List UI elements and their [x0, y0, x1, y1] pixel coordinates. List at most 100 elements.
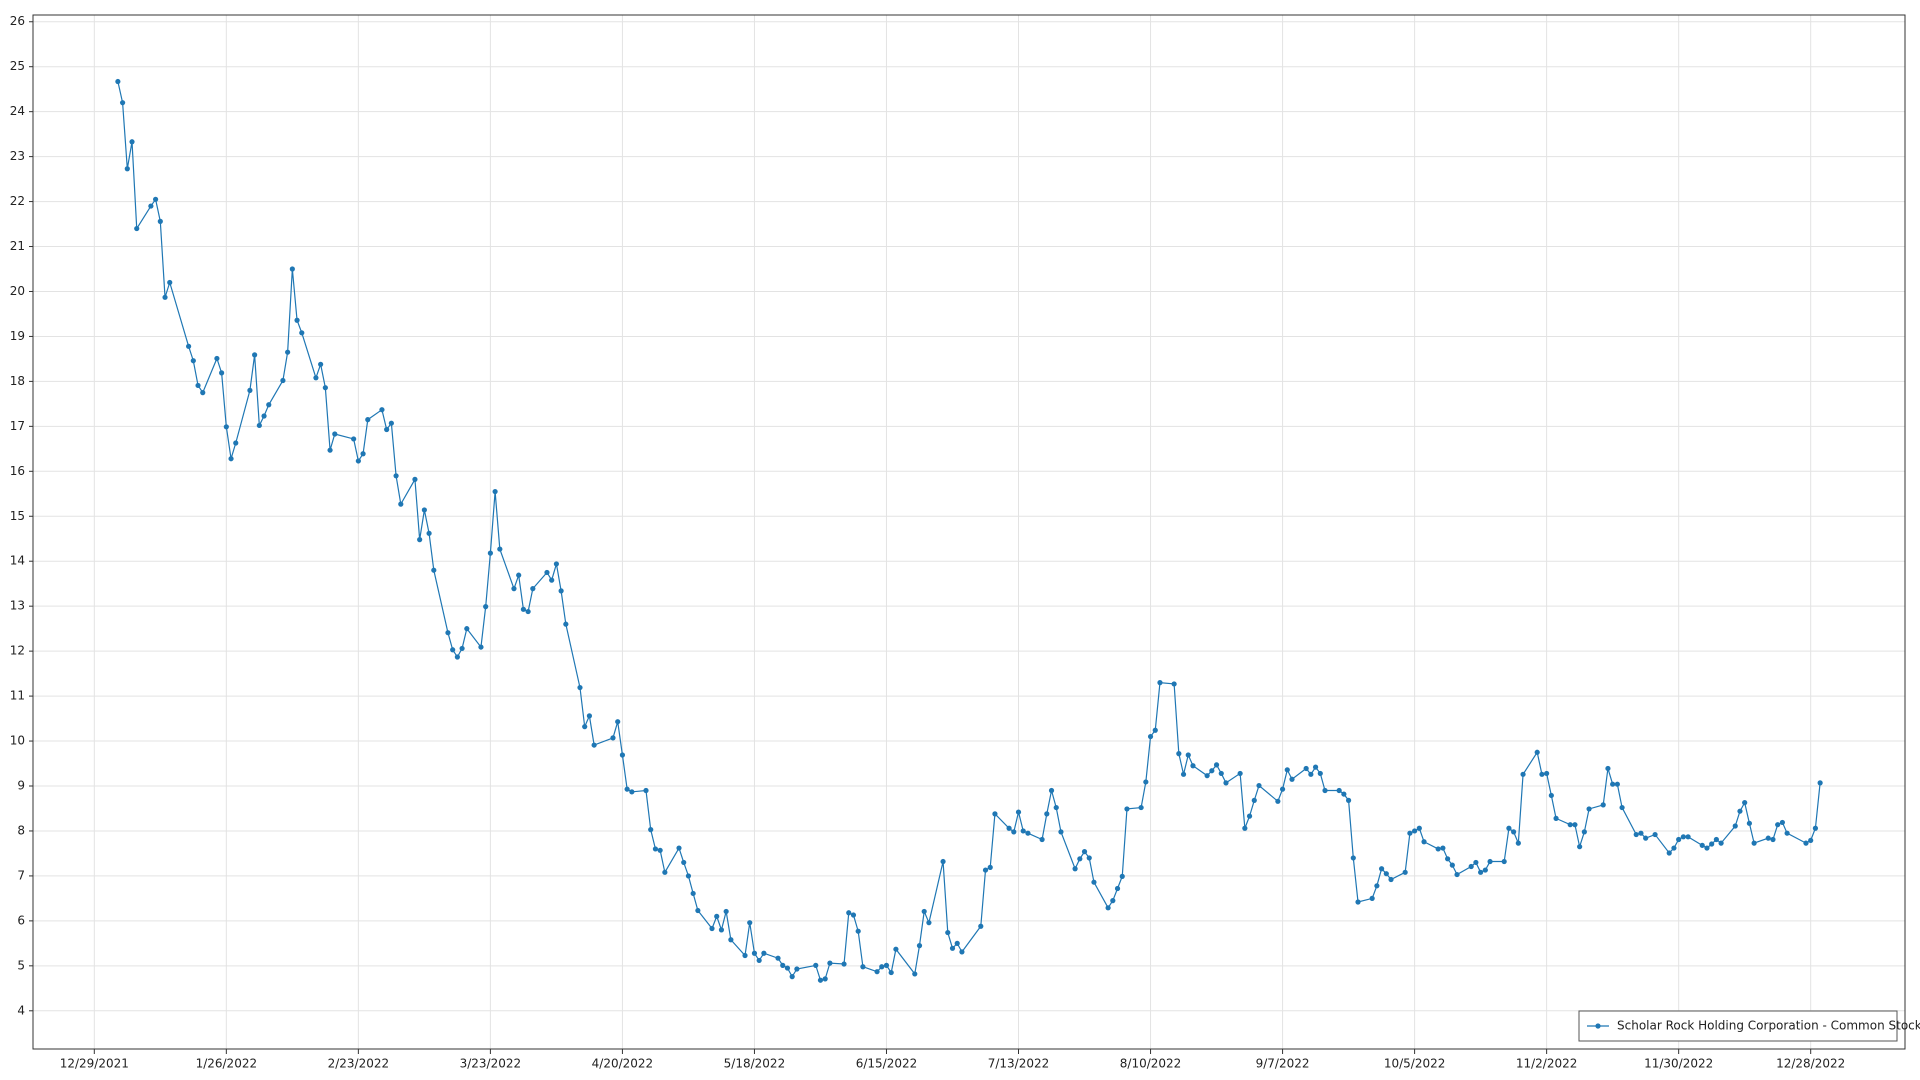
data-point [855, 928, 861, 934]
data-point [1171, 681, 1177, 687]
data-point [1751, 840, 1757, 846]
data-point [1039, 836, 1045, 843]
data-point [586, 713, 593, 719]
data-point [478, 644, 484, 650]
data-point [332, 431, 338, 437]
data-point [1284, 767, 1290, 773]
data-point [1506, 825, 1512, 831]
y-tick-label: 9 [17, 779, 25, 793]
data-point [454, 654, 460, 660]
x-tick-label: 10/5/2022 [1384, 1057, 1446, 1071]
data-point [511, 586, 517, 592]
y-tick-label: 26 [10, 14, 25, 28]
data-point [723, 908, 729, 915]
x-tick-label: 8/10/2022 [1120, 1057, 1182, 1071]
data-point [1676, 836, 1682, 843]
data-point [775, 955, 781, 961]
data-point [860, 964, 866, 970]
data-point [1784, 830, 1790, 836]
data-point [1600, 802, 1606, 808]
data-point [879, 964, 885, 970]
data-point [1317, 770, 1323, 777]
y-tick-label: 10 [10, 734, 25, 748]
data-point [1421, 839, 1427, 845]
data-point [1770, 836, 1776, 843]
data-point [1501, 858, 1507, 865]
data-point [431, 567, 437, 573]
data-point [751, 950, 758, 956]
data-point [1011, 829, 1017, 835]
data-point [266, 402, 272, 408]
data-point [167, 279, 173, 286]
data-point [1468, 863, 1474, 870]
data-point [1515, 840, 1521, 846]
data-point [718, 927, 725, 933]
data-point [1742, 800, 1748, 806]
data-point [761, 950, 767, 956]
data-point [1209, 768, 1215, 774]
data-point [530, 586, 536, 592]
data-point [1312, 764, 1319, 770]
data-point [563, 621, 569, 627]
data-point [388, 420, 394, 426]
data-point [1015, 809, 1022, 815]
data-point [1610, 781, 1616, 787]
data-point [360, 451, 366, 457]
data-point [1053, 804, 1059, 811]
data-point [553, 561, 560, 567]
y-tick-label: 13 [10, 599, 25, 613]
data-point [1110, 898, 1116, 904]
y-tick-label: 18 [10, 374, 25, 388]
y-tick-label: 23 [10, 149, 25, 163]
data-point [813, 962, 819, 968]
data-point [1520, 771, 1526, 777]
data-point [327, 447, 333, 453]
data-point [1572, 822, 1578, 828]
data-point [464, 626, 470, 632]
data-point [157, 218, 163, 224]
data-point [629, 789, 635, 795]
data-point [1077, 856, 1083, 862]
data-point [615, 719, 621, 725]
data-point [1412, 828, 1418, 834]
data-point [685, 873, 692, 879]
data-point [1454, 871, 1460, 878]
data-point [355, 458, 361, 464]
data-point [756, 957, 762, 964]
data-point [223, 424, 229, 430]
data-point [1704, 845, 1710, 851]
data-point [549, 577, 555, 583]
data-point [129, 139, 135, 145]
data-point [1119, 873, 1125, 879]
data-point [1534, 749, 1540, 755]
data-point [1402, 869, 1408, 875]
data-point [1449, 862, 1455, 868]
data-point [1808, 837, 1814, 844]
data-point [874, 969, 880, 975]
legend-box [1578, 1010, 1898, 1042]
data-point [921, 908, 927, 915]
data-point [1680, 834, 1686, 840]
data-point [1341, 791, 1347, 797]
x-tick-label: 3/23/2022 [460, 1057, 522, 1071]
data-point [1619, 804, 1625, 811]
data-point [1435, 846, 1441, 852]
data-point [1548, 792, 1554, 799]
x-tick-label: 12/29/2021 [60, 1057, 129, 1071]
data-point [162, 294, 168, 300]
data-point [949, 945, 956, 951]
data-point [945, 929, 951, 936]
data-point [695, 907, 701, 914]
data-point [1817, 780, 1823, 786]
data-point [817, 977, 824, 983]
data-point [1322, 787, 1328, 794]
data-point [1737, 808, 1743, 814]
data-point [200, 390, 206, 396]
y-tick-label: 21 [10, 239, 25, 253]
y-tick-label: 19 [10, 329, 25, 343]
data-point [285, 349, 291, 355]
x-tick-label: 1/26/2022 [196, 1057, 258, 1071]
data-point [619, 752, 626, 758]
y-tick-label: 22 [10, 194, 25, 208]
data-point [893, 946, 899, 952]
